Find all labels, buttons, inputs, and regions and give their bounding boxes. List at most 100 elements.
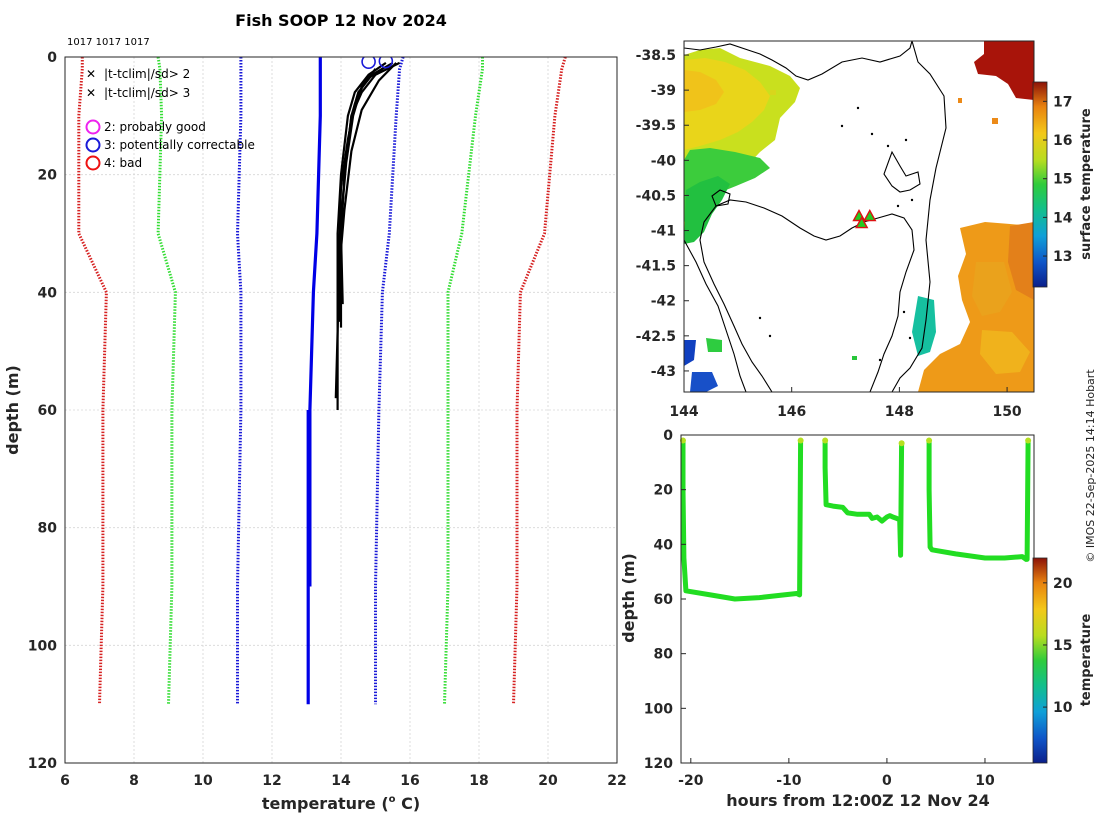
- coastline: [684, 41, 947, 392]
- dot: [768, 334, 772, 338]
- legend-label-3: 2: probably good: [104, 120, 206, 134]
- dot: [904, 138, 908, 142]
- profile-xtick-label: 22: [607, 773, 626, 789]
- island-king: [711, 189, 731, 207]
- sst-speck-3: [852, 356, 857, 360]
- track-series: [679, 437, 1032, 602]
- map-ytick-label: -41.5: [636, 259, 676, 275]
- track-ytick-label: 80: [654, 647, 674, 663]
- profile-xlabel-tail: C): [396, 794, 421, 813]
- figure-title: Fish SOOP 12 Nov 2024: [235, 11, 447, 30]
- island-flinders: [883, 150, 921, 193]
- track-xtick-label: 10: [975, 773, 995, 789]
- profile-ytick-label: 40: [38, 285, 58, 301]
- map-xtick-label: 148: [885, 404, 914, 420]
- sst-cb-tick-label: 17: [1053, 94, 1072, 110]
- temp-colorbar-ticks: 10 15 20: [1043, 576, 1073, 716]
- sst-patch-teal: [912, 296, 936, 356]
- station-marker: [855, 216, 869, 229]
- track-ytick-label: 120: [644, 756, 673, 772]
- profile-ytick-label: 100: [28, 638, 57, 654]
- temp-cb-tick-label: 15: [1053, 638, 1072, 654]
- ids-label: 1017 1017 1017: [67, 37, 150, 48]
- sst-cb-tick-label: 16: [1053, 133, 1072, 149]
- profile-xtick-label: 20: [538, 773, 558, 789]
- profile-line-clim_plus_4sd: [443, 57, 484, 705]
- map-xtick-label: 144: [669, 404, 698, 420]
- sst-patch-green3: [706, 338, 722, 352]
- profile-xtick-label: 10: [193, 773, 213, 789]
- sst-patch-se-mid: [972, 262, 1012, 316]
- profile-ticks: 6 8 10 12 14 16 18 20 22 0 20 40 60 80 100 120: [28, 50, 627, 789]
- sst-patch-se-south: [980, 330, 1030, 374]
- map-xtick-label: 146: [777, 404, 806, 420]
- profile-xlabel-sup: o: [389, 794, 396, 805]
- dot: [908, 336, 912, 340]
- profile-xtick-label: 18: [469, 773, 488, 789]
- coast-tasmania-west: [699, 205, 773, 392]
- sst-cb-tick-label: 14: [1053, 210, 1073, 226]
- coast-east: [891, 41, 947, 392]
- profile-xlabel-main: temperature (: [262, 794, 389, 813]
- temp-cb-tick-label: 10: [1053, 700, 1073, 716]
- track-segment-2: [822, 438, 905, 558]
- profile-panel: Fish SOOP 12 Nov 2024 1017 1017 1017 6 8 1…: [3, 11, 627, 813]
- dot: [840, 124, 844, 128]
- dot: [856, 106, 860, 110]
- coastal-dots: [758, 106, 914, 362]
- legend-label-2: |t-tclim|/sd> 3: [104, 86, 190, 100]
- track-xtick-label: -20: [678, 773, 704, 789]
- profile-xtick-label: 16: [400, 773, 419, 789]
- profile-xtick-label: 14: [331, 773, 351, 789]
- track-surface-point: [898, 440, 905, 447]
- sst-patch-se-east: [1008, 222, 1034, 300]
- map-stations: [852, 209, 877, 229]
- coast-tasmania: [715, 199, 915, 392]
- coast-victoria: [684, 41, 913, 81]
- map-ticks: 144 146 148 150 -38.5 -39 -39.5 -40 -40.5 -41 -41.…: [636, 48, 1022, 420]
- legend-label-5: 4: bad: [104, 156, 142, 170]
- dot: [878, 358, 882, 362]
- profile-line-clim_mean: [308, 57, 322, 587]
- dot: [870, 132, 874, 136]
- map-ytick-label: -39.5: [636, 118, 676, 134]
- track-surface-point: [1025, 437, 1032, 444]
- sst-patch-green2: [684, 176, 730, 244]
- track-surface-point: [926, 437, 933, 444]
- map-ytick-label: -42: [651, 294, 676, 310]
- sst-speck-1: [958, 98, 962, 103]
- profile-line-clim_minus_4sd: [156, 57, 177, 705]
- sst-patch-blue2: [690, 372, 718, 392]
- track-xtick-label: -10: [776, 773, 802, 789]
- temp-colorbar-label: temperature: [1079, 614, 1094, 707]
- legend-circle-red-icon: [85, 155, 101, 171]
- dot: [896, 204, 900, 208]
- track-xtick-label: 0: [882, 773, 892, 789]
- track-ytick-label: 0: [663, 428, 673, 444]
- map-ytick-label: -38.5: [636, 48, 676, 64]
- track-segment-1: [680, 438, 804, 602]
- track-ytick-label: 100: [644, 701, 673, 717]
- sst-cb-tick-label: 15: [1053, 172, 1072, 188]
- profile-xtick-label: 8: [129, 773, 139, 789]
- sst-colorbar: [1032, 81, 1048, 288]
- flag-marker: [361, 57, 376, 70]
- dot: [910, 198, 914, 202]
- profile-ytick-label: 20: [38, 168, 58, 184]
- profile-ytick-label: 0: [47, 50, 57, 66]
- profile-legend: ✕ |t-tclim|/sd> 2 ✕ |t-tclim|/sd> 3 2: p…: [85, 67, 255, 171]
- map-ytick-label: -42.5: [636, 329, 676, 345]
- legend-circle-blue-icon: [85, 137, 101, 153]
- profile-line-clim_plus_2sd: [374, 57, 405, 705]
- profile-line-profile_6: [338, 68, 377, 322]
- map-ytick-label: -39: [651, 83, 676, 99]
- track-ytick-label: 40: [654, 537, 674, 553]
- sst-colorbar-ticks: 13 14 15 16 17: [1043, 94, 1073, 265]
- sst-patch-nw-warmer: [684, 70, 724, 112]
- sst-speck-4: [770, 90, 776, 95]
- temp-colorbar: [1032, 557, 1048, 764]
- profile-axes-box: [64, 56, 618, 764]
- sst-patch-blue1: [684, 340, 696, 366]
